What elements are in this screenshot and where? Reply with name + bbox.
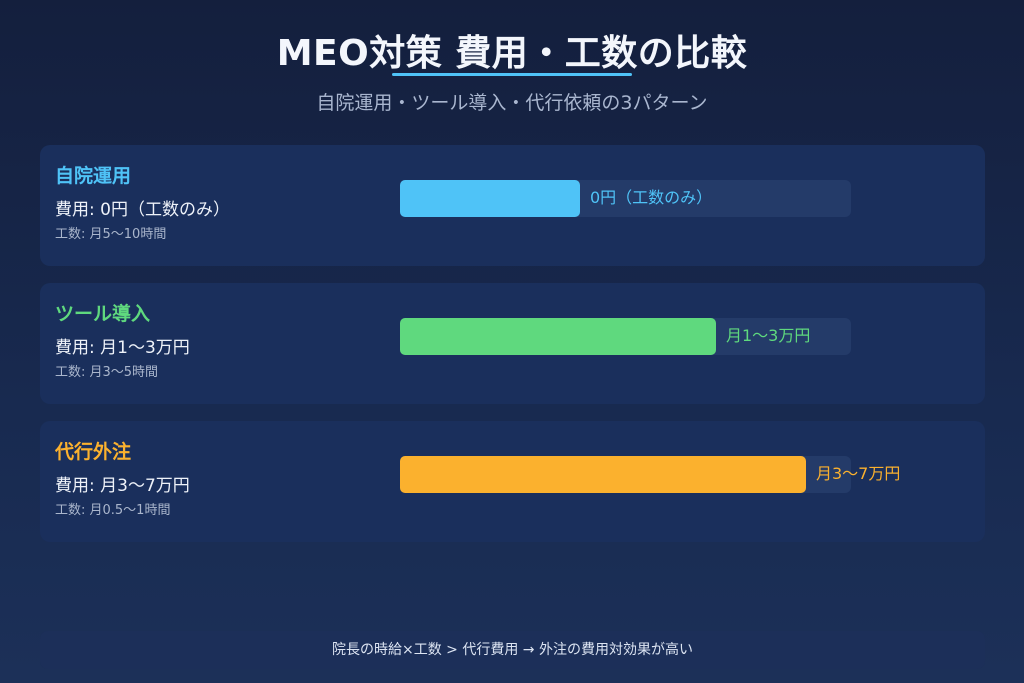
page-subtitle: 自院運用・ツール導入・代行依頼の3パターン: [316, 92, 708, 114]
option-cost: 費用: 月1〜3万円: [55, 338, 190, 358]
option-effort: 工数: 月5〜10時間: [55, 227, 167, 242]
title-underline: [392, 73, 632, 76]
option-effort: 工数: 月3〜5時間: [55, 365, 159, 380]
option-name: 自院運用: [55, 165, 132, 187]
option-name: ツール導入: [55, 303, 151, 325]
page-title: MEO対策 費用・工数の比較: [276, 33, 748, 74]
bar-value-label: 月3〜7万円: [816, 464, 901, 483]
option-cost: 費用: 月3〜7万円: [55, 476, 190, 496]
bar-value-label: 月1〜3万円: [726, 326, 811, 345]
option-card-outsource: 代行外注 費用: 月3〜7万円 工数: 月0.5〜1時間 月3〜7万円: [40, 421, 985, 542]
bar-tool: [400, 318, 716, 355]
option-card-self: 自院運用 費用: 0円（工数のみ） 工数: 月5〜10時間 0円（工数のみ）: [40, 145, 985, 266]
option-card-tool: ツール導入 費用: 月1〜3万円 工数: 月3〜5時間 月1〜3万円: [40, 283, 985, 404]
option-effort: 工数: 月0.5〜1時間: [55, 503, 171, 518]
bar-outsource: [400, 456, 806, 493]
bar-value-label: 0円（工数のみ）: [590, 188, 713, 207]
bar-self: [400, 180, 580, 217]
footer-note: 院長の時給×工数 > 代行費用 → 外注の費用対効果が高い: [40, 631, 985, 669]
option-cost: 費用: 0円（工数のみ）: [55, 200, 230, 220]
option-name: 代行外注: [55, 441, 132, 463]
